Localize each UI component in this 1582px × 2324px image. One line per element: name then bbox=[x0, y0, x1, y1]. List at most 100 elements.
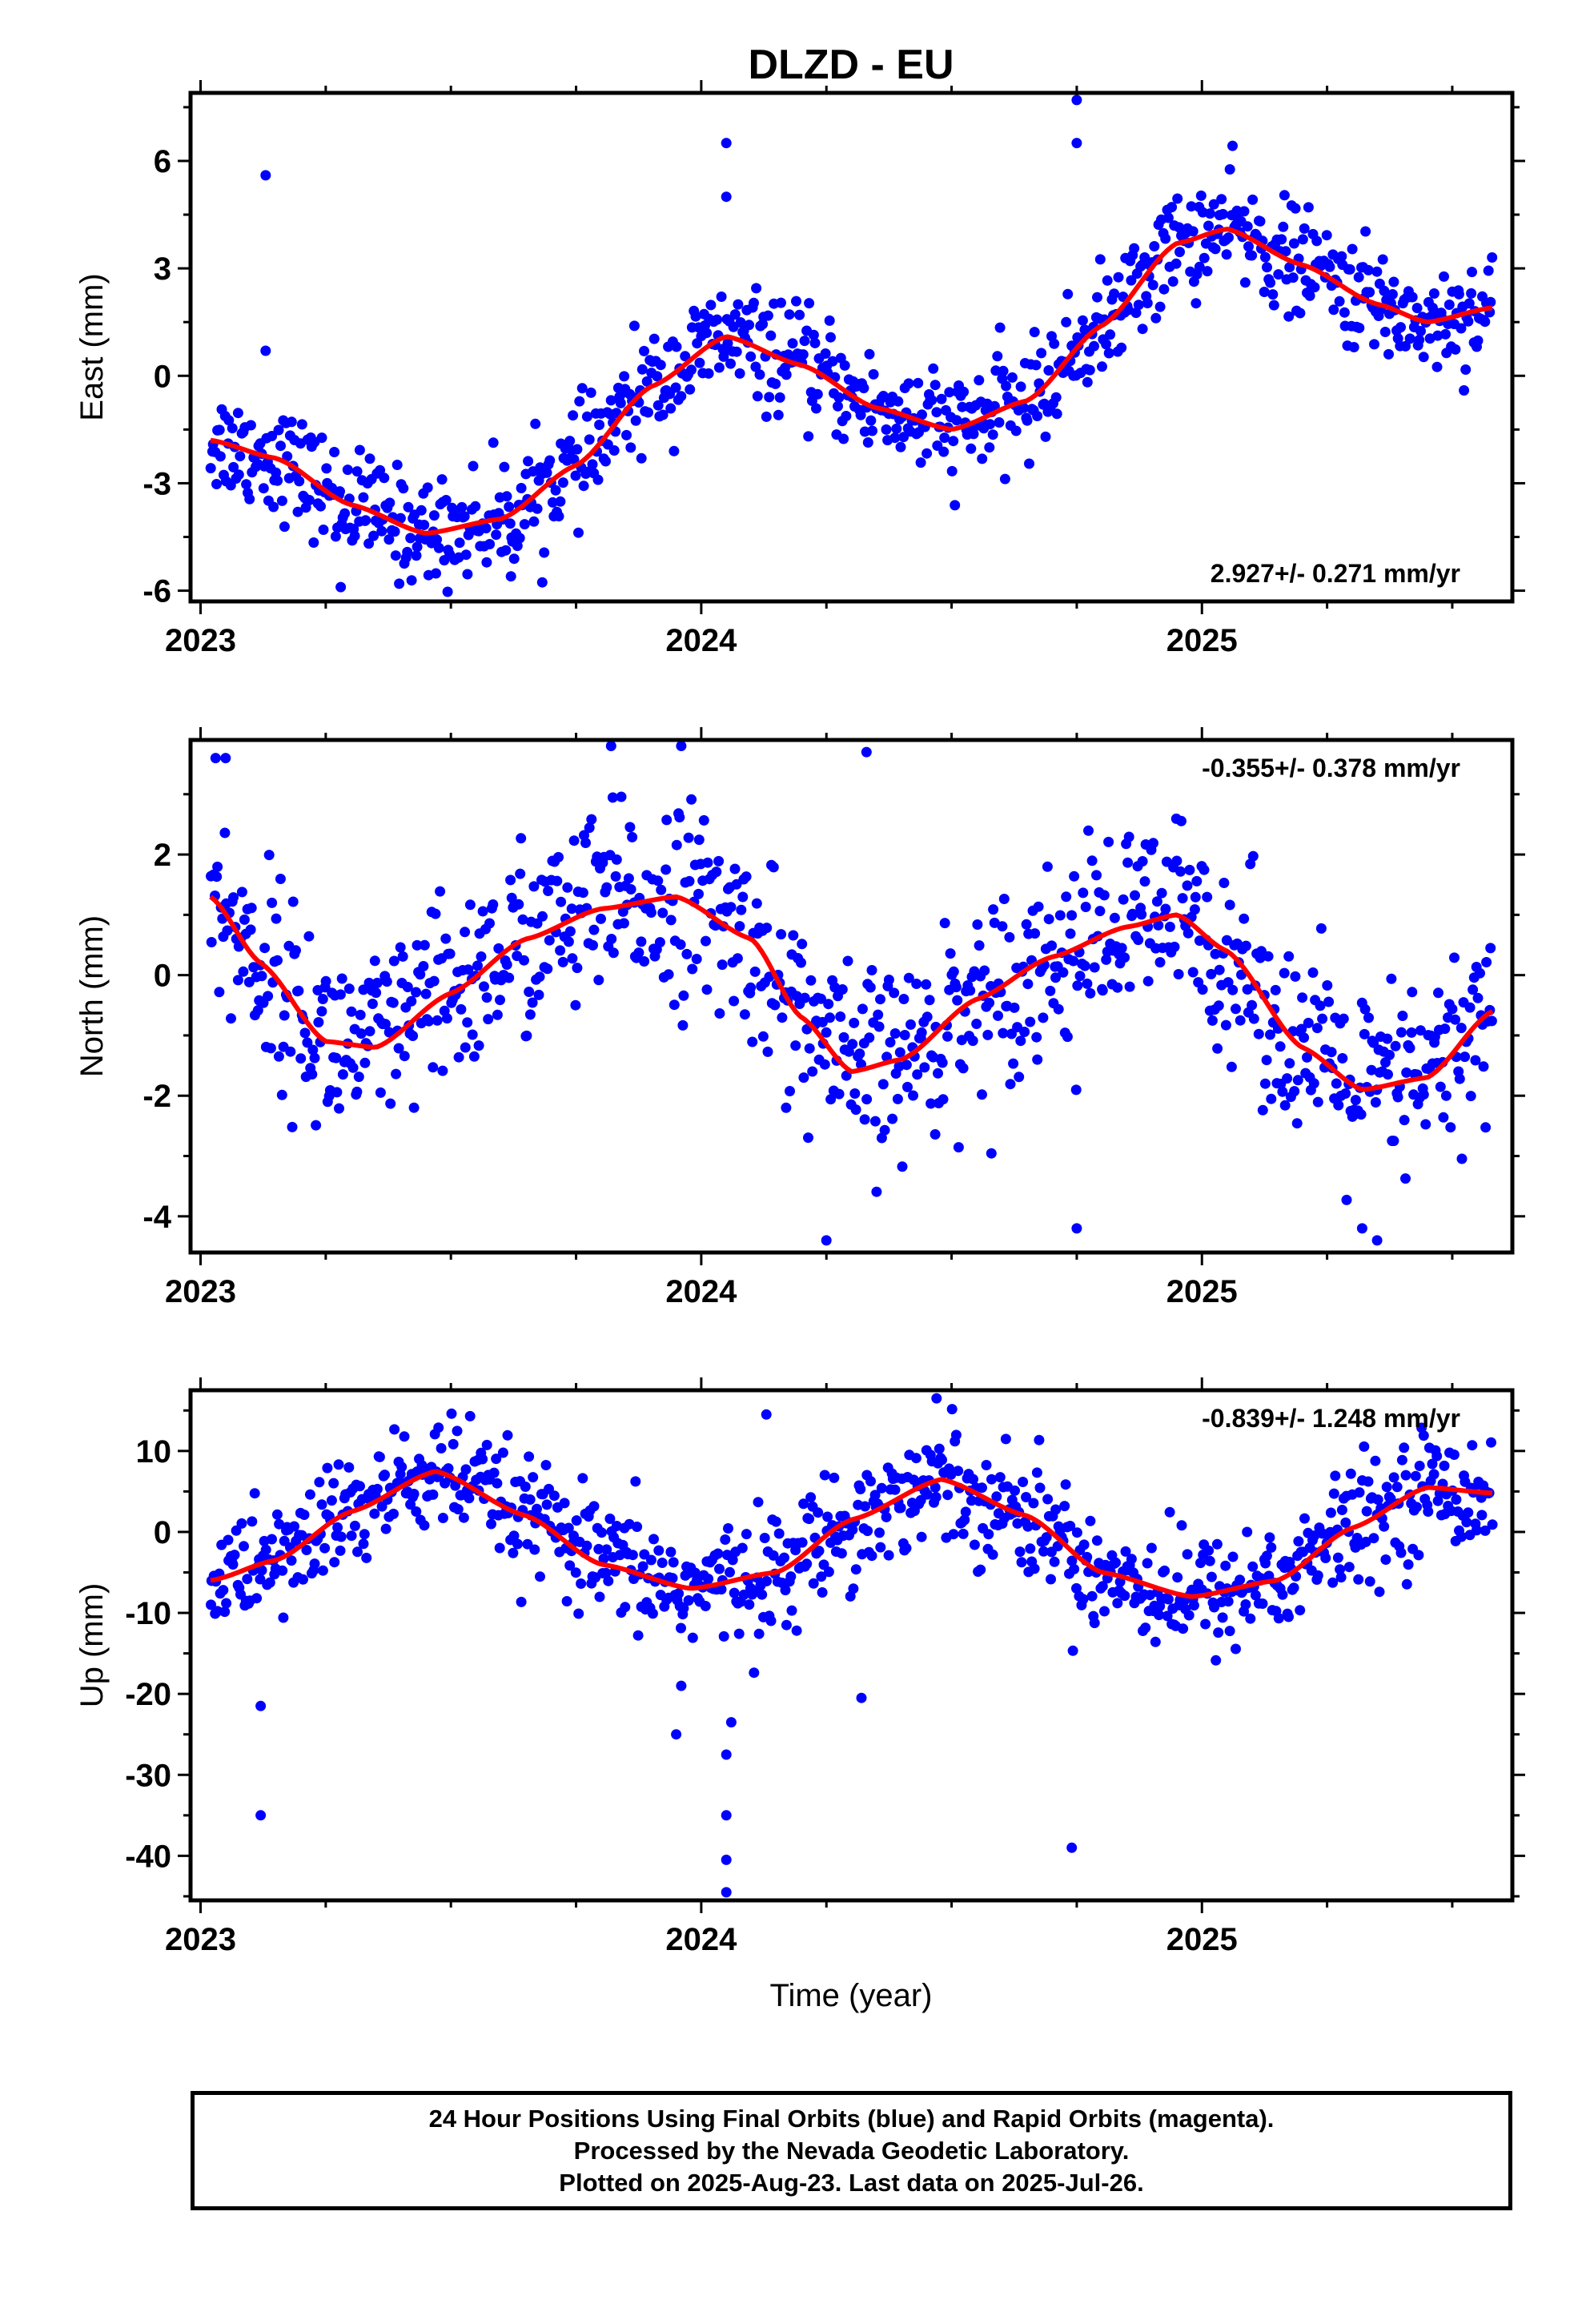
data-point bbox=[686, 794, 697, 805]
data-point bbox=[731, 346, 742, 357]
data-point bbox=[1397, 1011, 1408, 1021]
data-point bbox=[1470, 1055, 1481, 1066]
data-point bbox=[405, 533, 416, 544]
data-point bbox=[563, 1522, 574, 1534]
data-point bbox=[741, 871, 752, 883]
data-point bbox=[1101, 339, 1112, 350]
data-point bbox=[505, 875, 516, 886]
data-point bbox=[441, 1013, 452, 1024]
data-point bbox=[406, 575, 417, 586]
data-point bbox=[691, 954, 702, 964]
data-point bbox=[892, 1093, 903, 1104]
data-point bbox=[1025, 1016, 1036, 1027]
data-point bbox=[751, 283, 762, 294]
data-point bbox=[1010, 1485, 1020, 1496]
data-point bbox=[1069, 870, 1080, 882]
data-point bbox=[1170, 258, 1182, 269]
data-point bbox=[383, 1027, 395, 1038]
data-point bbox=[1288, 1582, 1299, 1594]
data-point bbox=[1136, 909, 1147, 920]
data-point bbox=[1019, 1027, 1030, 1037]
data-point bbox=[524, 1494, 536, 1505]
data-point bbox=[552, 875, 563, 887]
y-axis-label-east: East (mm) bbox=[74, 273, 110, 420]
y-tick-label: 2 bbox=[154, 838, 171, 873]
data-point bbox=[275, 440, 286, 452]
data-point bbox=[346, 1006, 357, 1017]
data-point bbox=[246, 903, 257, 914]
data-point bbox=[1266, 1542, 1277, 1553]
data-point bbox=[762, 1046, 773, 1057]
data-point bbox=[1315, 923, 1327, 934]
data-point bbox=[470, 501, 481, 512]
data-point bbox=[332, 1522, 343, 1533]
y-tick-label: -2 bbox=[143, 1079, 171, 1114]
data-point bbox=[406, 995, 417, 1007]
data-point-outlier bbox=[761, 1409, 772, 1420]
data-point-outlier bbox=[1071, 1223, 1082, 1234]
data-point bbox=[1302, 1051, 1312, 1063]
data-point bbox=[1092, 292, 1102, 303]
data-point bbox=[1085, 1515, 1096, 1526]
data-point bbox=[885, 1037, 896, 1047]
data-point bbox=[542, 963, 553, 975]
data-point bbox=[1004, 931, 1015, 943]
data-point bbox=[397, 951, 408, 962]
data-point bbox=[1267, 289, 1279, 300]
data-point bbox=[953, 1466, 964, 1477]
fit-curve-north bbox=[209, 894, 1494, 1092]
data-point bbox=[657, 907, 669, 919]
data-point bbox=[568, 410, 579, 421]
data-point bbox=[937, 1057, 948, 1068]
data-point bbox=[611, 854, 622, 865]
data-point bbox=[627, 831, 638, 842]
x-tick-label: 2025 bbox=[1166, 1922, 1238, 1957]
data-point bbox=[960, 1506, 971, 1518]
data-point bbox=[876, 1482, 887, 1494]
data-point bbox=[1439, 1460, 1450, 1471]
data-point bbox=[432, 534, 443, 545]
data-point bbox=[1207, 1015, 1218, 1026]
data-point bbox=[1279, 190, 1290, 201]
data-point bbox=[1058, 967, 1069, 978]
data-point bbox=[1050, 1504, 1062, 1515]
data-point bbox=[670, 382, 681, 393]
data-point bbox=[1204, 208, 1215, 219]
data-point bbox=[1122, 857, 1134, 868]
data-point bbox=[364, 1026, 375, 1037]
data-point bbox=[1061, 316, 1072, 328]
data-point bbox=[592, 474, 604, 485]
data-point bbox=[1028, 1498, 1039, 1509]
data-point bbox=[1137, 324, 1148, 335]
data-point bbox=[402, 982, 413, 992]
data-point bbox=[1000, 1433, 1011, 1445]
data-point bbox=[1227, 984, 1239, 995]
data-point bbox=[1154, 957, 1166, 968]
data-point bbox=[797, 349, 809, 360]
data-point bbox=[1410, 1470, 1421, 1482]
data-point bbox=[1097, 361, 1107, 372]
data-point bbox=[817, 1587, 828, 1598]
data-point bbox=[678, 1602, 689, 1614]
data-point bbox=[866, 965, 877, 975]
data-point bbox=[351, 466, 363, 477]
data-point bbox=[555, 496, 566, 507]
data-point bbox=[411, 550, 422, 561]
data-point bbox=[408, 1489, 420, 1499]
data-point bbox=[467, 1029, 478, 1040]
data-point bbox=[524, 1451, 535, 1462]
data-point bbox=[1164, 921, 1175, 932]
data-point bbox=[808, 329, 819, 340]
data-point bbox=[979, 965, 990, 976]
data-point bbox=[984, 442, 995, 453]
data-point bbox=[363, 538, 375, 549]
data-point bbox=[984, 997, 995, 1008]
data-point bbox=[883, 975, 894, 985]
data-point bbox=[971, 1019, 982, 1029]
data-point bbox=[520, 1482, 531, 1492]
data-point bbox=[677, 1019, 689, 1031]
data-point bbox=[286, 416, 297, 428]
data-point bbox=[639, 956, 650, 967]
data-point bbox=[534, 971, 545, 983]
data-point bbox=[343, 1462, 355, 1473]
